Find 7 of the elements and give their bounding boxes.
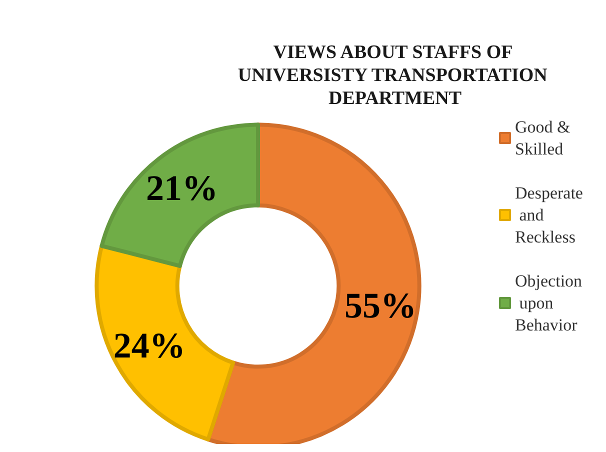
- legend-label: Desperate and Reckless: [515, 184, 583, 246]
- data-label: 55%: [344, 285, 416, 326]
- data-label: 21%: [146, 168, 218, 208]
- legend-label: Good & Skilled: [515, 118, 574, 158]
- legend-label: Objection upon Behavior: [515, 272, 583, 334]
- data-label: 24%: [113, 326, 186, 366]
- chart-title: VIEWS ABOUT STAFFS OF UNIVERSISTY TRANSPORTATION DEPARTMENT: [238, 42, 552, 109]
